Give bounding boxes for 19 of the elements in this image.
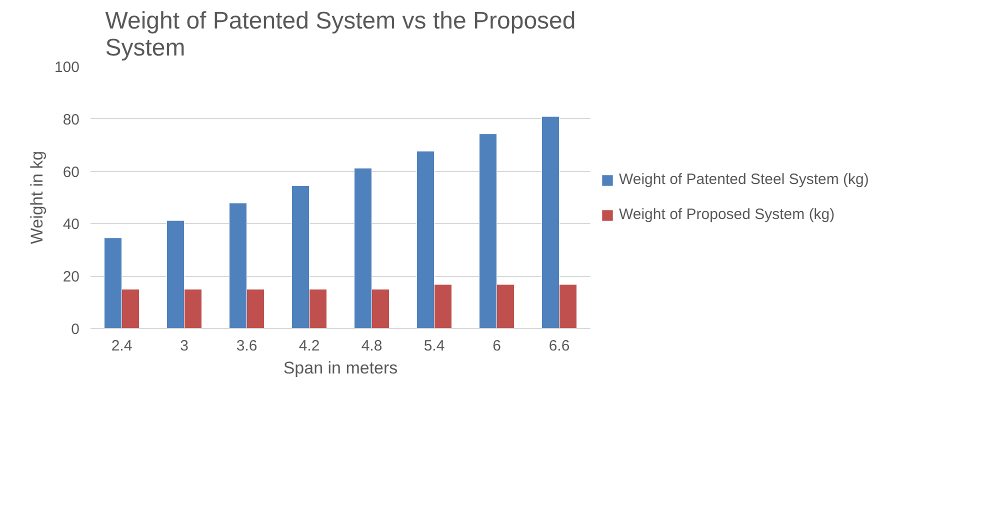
y-tick-label: 40 xyxy=(62,216,80,234)
x-tick-label: 6 xyxy=(492,338,501,354)
y-tick-label: 0 xyxy=(71,321,80,338)
x-tick-label: 3.6 xyxy=(236,338,258,354)
x-tick-label: 4.8 xyxy=(361,338,382,354)
y-tick-label: 20 xyxy=(62,268,80,286)
x-tick-label: 3 xyxy=(180,338,188,354)
chart-title: Weight of Patented System vs the Proposed System xyxy=(105,8,576,62)
legend-label: Weight of Patented Steel System (kg) xyxy=(619,171,869,188)
y-tick-label: 80 xyxy=(62,111,80,128)
x-tick-label: 5.4 xyxy=(424,338,445,354)
y-tick-label: 60 xyxy=(62,164,80,181)
x-axis-title: Span in meters xyxy=(283,358,398,378)
x-tick-label: 4.2 xyxy=(298,338,320,354)
x-tick-label: 6.6 xyxy=(548,338,570,354)
x-tick-label: 2.4 xyxy=(111,338,132,354)
y-tick-label: 100 xyxy=(54,59,80,76)
y-axis-title: Weight in kg xyxy=(27,150,46,244)
legend-label: Weight of Proposed System (kg) xyxy=(619,206,835,223)
